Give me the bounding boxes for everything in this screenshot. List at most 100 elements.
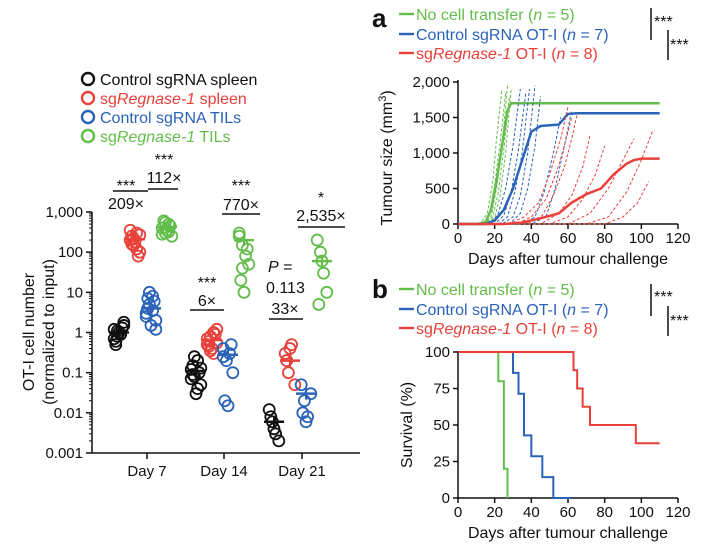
data-point: [299, 415, 313, 429]
x-tick-label: 0: [454, 230, 462, 247]
y-tick-label: 1,500: [412, 110, 450, 127]
panel-b-x-label: Days after tumour challenge: [468, 525, 668, 542]
panel-a-lines: [458, 85, 660, 226]
data-point: [272, 434, 286, 448]
data-point: [142, 285, 156, 299]
y-tick-label: 0.01: [54, 405, 83, 422]
panel-label-b: b: [372, 274, 388, 304]
panel-b-legend: No cell transfer (n = 5) Control sgRNA O…: [399, 282, 689, 338]
y-tick-label: 0.001: [45, 445, 83, 462]
legend-sig-2: ***: [670, 313, 689, 330]
left-chart: 0.001 0.01 0.1 1 10 100 1,000 Day 7 Day 14 Day 2…: [21, 152, 360, 480]
legend-sig-2: ***: [670, 37, 689, 54]
x-tick-label: 60: [560, 504, 577, 521]
left-y-label-line1: OT-I cell number: [21, 272, 38, 391]
data-point: [320, 285, 334, 299]
data-point: [117, 315, 131, 329]
data-point: [149, 322, 163, 336]
legend-marker: [80, 71, 96, 87]
x-tick-label: 60: [560, 230, 577, 247]
individual-curve: [458, 89, 530, 225]
x-tick-label: 80: [596, 504, 613, 521]
x-tick-label: 100: [629, 504, 654, 521]
individual-curve: [458, 181, 650, 225]
x-tick-label: 40: [523, 230, 540, 247]
panel-a-y-label: Tumour size (mm3): [377, 90, 396, 225]
data-point: [234, 273, 248, 287]
x-tick-label: 20: [486, 230, 503, 247]
y-tick-label: 0: [442, 216, 450, 233]
left-x-ticks: Day 7 Day 14 Day 21: [127, 453, 326, 480]
data-point: [310, 233, 324, 247]
survival-curve: [458, 351, 572, 499]
panel-a-ticks: 0 20 40 60 80 100 120 0 500 1,000 1,500 2,000: [412, 74, 690, 247]
individual-curve: [458, 89, 512, 225]
legend-a-1: Control sgRNA OT-I (n = 7): [416, 27, 609, 44]
legend-b-0: No cell transfer (n = 5): [416, 282, 575, 299]
fold-d21-bottom: 33×: [271, 301, 298, 318]
x-tick-label: Day 21: [278, 463, 326, 480]
x-tick-label: 120: [665, 504, 690, 521]
legend-b-2: sgRegnase-1 OT-I (n = 8): [416, 321, 598, 338]
data-point: [262, 403, 276, 417]
y-tick-label: 0: [442, 490, 450, 507]
p-value: 0.113: [266, 280, 305, 297]
data-point: [131, 249, 145, 263]
y-tick-label: 1,000: [45, 204, 83, 221]
left-legend-item-1: sgRegnase-1 spleen: [80, 90, 247, 108]
panel-b-ticks: 0 20 40 60 80 100 120 0 25 50 75 100: [425, 344, 691, 521]
left-data-points: [107, 214, 334, 448]
x-tick-label: Day 14: [200, 463, 248, 480]
data-point: [186, 368, 200, 381]
data-point: [114, 327, 127, 341]
data-point: [155, 227, 169, 241]
individual-curve: [458, 113, 578, 225]
y-tick-label: 10: [66, 284, 83, 301]
panel-label-a: a: [372, 3, 387, 33]
left-legend-item-3: sgRegnase-1 TILs: [80, 128, 230, 146]
y-tick-label: 1: [75, 325, 83, 342]
data-point: [313, 245, 327, 259]
data-point: [111, 324, 124, 338]
legend-marker: [80, 109, 96, 125]
data-point: [109, 338, 123, 351]
panel-a-legend: No cell transfer (n = 5) Control sgRNA O…: [399, 7, 689, 63]
sig-d7-bottom: ***: [117, 178, 136, 195]
data-point: [294, 378, 308, 392]
mean-curve: [458, 111, 660, 226]
x-tick-label: 0: [454, 504, 462, 521]
legend-label: Control sgRNA TILs: [100, 110, 241, 127]
individual-curve: [458, 92, 507, 225]
legend-a-2: sgRegnase-1 OT-I (n = 8): [416, 46, 598, 63]
data-point: [141, 292, 155, 305]
data-point: [191, 382, 205, 396]
individual-curve: [458, 117, 562, 225]
y-tick-label: 500: [425, 181, 450, 198]
individual-curve: [458, 117, 573, 225]
survival-curve: [458, 351, 509, 498]
data-point: [237, 285, 251, 299]
data-point: [226, 366, 240, 380]
data-point: [288, 378, 302, 392]
left-legend-item-0: Control sgRNA spleen: [80, 71, 257, 89]
x-tick-label: 120: [665, 230, 690, 247]
individual-curve: [458, 96, 510, 225]
x-tick-label: Day 7: [127, 463, 166, 480]
y-tick-label: 1,000: [412, 145, 450, 162]
individual-curve: [458, 145, 606, 225]
panel-a: a No cell transfer (n = 5) Control sgRNA…: [372, 3, 691, 268]
individual-curve: [458, 135, 591, 225]
y-tick-label: 75: [433, 381, 450, 398]
left-y-ticks: 0.001 0.01 0.1 1 10 100 1,000: [45, 204, 92, 462]
data-point: [317, 266, 331, 280]
left-legend: Control sgRNA spleen sgRegnase-1 spleen …: [80, 71, 257, 146]
panel-b: b No cell transfer (n = 5) Control sgRNA…: [372, 274, 691, 542]
left-legend-item-2: Control sgRNA TILs: [80, 109, 241, 127]
legend-marker: [80, 90, 96, 106]
y-tick-label: 0.1: [62, 365, 83, 382]
legend-a-0: No cell transfer (n = 5): [416, 7, 575, 24]
fold-d14-top: 770×: [223, 197, 259, 214]
y-tick-label: 100: [58, 244, 83, 261]
y-tick-label: 25: [433, 454, 450, 471]
legend-sig-1: ***: [654, 289, 673, 306]
